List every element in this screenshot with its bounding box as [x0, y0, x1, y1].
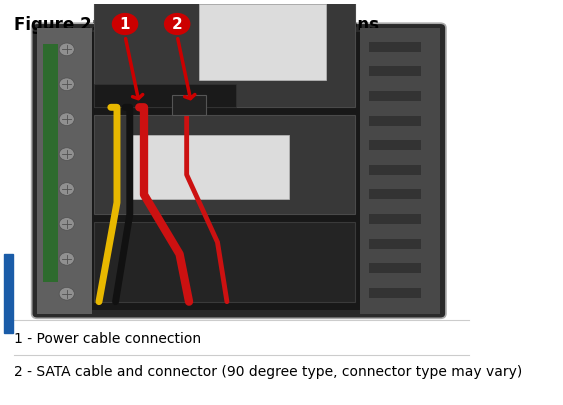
Bar [94, 115, 355, 214]
Text: 2: 2 [172, 17, 182, 32]
Bar [369, 66, 421, 77]
Bar [43, 44, 58, 282]
Circle shape [59, 183, 74, 195]
Bar [369, 116, 421, 126]
Bar [369, 214, 421, 224]
FancyBboxPatch shape [32, 23, 446, 318]
Bar [37, 28, 92, 313]
Bar [369, 190, 421, 199]
Bar [369, 140, 421, 150]
Circle shape [59, 252, 74, 265]
Bar [199, 4, 327, 79]
Bar [94, 83, 236, 107]
Text: 2 - SATA cable and connector (90 degree type, connector type may vary): 2 - SATA cable and connector (90 degree … [14, 365, 522, 379]
Text: 1 - Power cable connection: 1 - Power cable connection [14, 333, 201, 346]
Bar [360, 28, 440, 313]
Circle shape [112, 13, 138, 35]
Bar [369, 263, 421, 273]
Text: Figure 2: Example of SATA connections: Figure 2: Example of SATA connections [14, 16, 379, 34]
Bar [369, 165, 421, 175]
Circle shape [59, 78, 74, 91]
Text: 1: 1 [120, 17, 130, 32]
Bar [4, 254, 13, 333]
Bar [92, 32, 360, 309]
Bar [369, 42, 421, 52]
Circle shape [59, 288, 74, 300]
Circle shape [164, 13, 190, 35]
Bar [132, 135, 289, 198]
Bar [172, 96, 205, 115]
Bar [369, 288, 421, 298]
Circle shape [59, 113, 74, 126]
Bar [94, 222, 355, 302]
Bar [369, 239, 421, 249]
Bar [369, 91, 421, 101]
Circle shape [59, 217, 74, 230]
Circle shape [59, 43, 74, 56]
Bar [94, 0, 355, 107]
Circle shape [59, 148, 74, 160]
